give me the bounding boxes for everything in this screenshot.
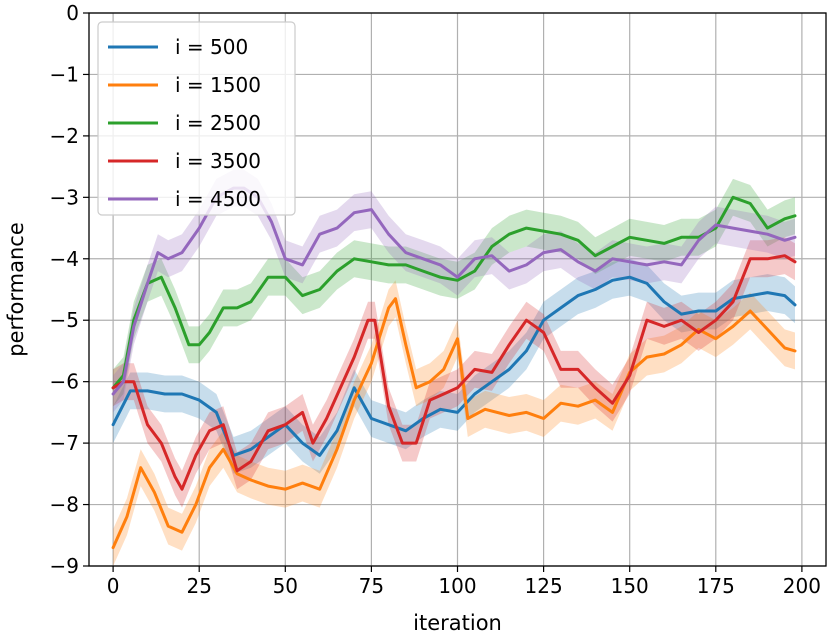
y-tick-label: −8	[50, 493, 79, 517]
y-tick-label: −1	[50, 62, 79, 86]
y-tick-label: −2	[50, 124, 79, 148]
y-tick-label: −5	[50, 308, 79, 332]
line-series-2	[111, 297, 797, 550]
x-tick-label: 25	[186, 574, 211, 598]
line-series-3	[111, 195, 797, 390]
x-tick-label: 75	[359, 574, 384, 598]
x-tick-label: 175	[697, 574, 735, 598]
legend-box	[97, 21, 296, 216]
band-series-3	[113, 178, 796, 407]
x-tick-label: 125	[525, 574, 563, 598]
y-tick-label: −3	[50, 185, 79, 209]
y-axis-label: performance	[4, 222, 28, 357]
line-series-4	[111, 254, 797, 491]
y-tick-label: −6	[50, 370, 79, 394]
legend: i = 500 i = 1500 i = 2500 i = 3500 i = 4500	[97, 21, 296, 216]
y-tick-label: −7	[50, 431, 79, 455]
x-tick-label: 0	[107, 574, 120, 598]
y-tick-label: −9	[50, 554, 79, 578]
y-tick-label: −4	[50, 247, 79, 271]
confidence-bands	[113, 169, 796, 566]
x-tick-label: 150	[611, 574, 649, 598]
y-axis-ticks: 0 −1 −2 −3 −4 −5 −6 −7 −8 −9	[50, 1, 89, 578]
band-series-5	[113, 169, 796, 413]
x-tick-label: 50	[273, 574, 298, 598]
legend-entry: i = 4500	[175, 187, 261, 211]
x-axis-ticks: 0 25 50 75 100 125 150 175 200	[107, 566, 821, 598]
series-lines	[111, 186, 797, 550]
band-series-1	[113, 258, 796, 474]
legend-entry: i = 1500	[175, 73, 261, 97]
legend-entry: i = 3500	[175, 149, 261, 173]
band-series-4	[113, 237, 796, 508]
y-tick-label: 0	[66, 1, 79, 25]
x-axis-label: iteration	[413, 611, 502, 635]
legend-entry: i = 500	[175, 35, 248, 59]
line-series-5	[111, 186, 797, 396]
legend-entry: i = 2500	[175, 111, 261, 135]
x-tick-label: 100	[438, 574, 476, 598]
band-series-2	[113, 280, 796, 566]
x-tick-label: 200	[783, 574, 821, 598]
